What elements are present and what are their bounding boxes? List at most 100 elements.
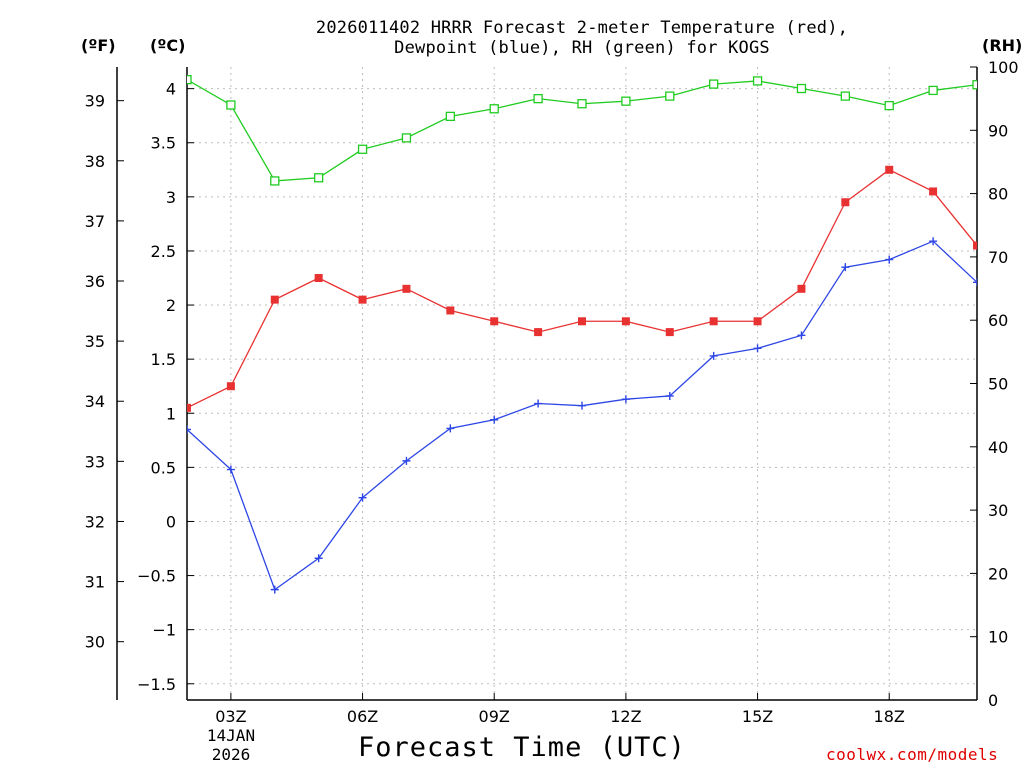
temperature-series [187,165,977,412]
rh-series [187,75,977,186]
dewpoint-point [446,424,455,433]
temperature-point [490,317,499,326]
credit-link[interactable]: coolwx.com/models [826,745,999,764]
dewpoint-point [270,585,279,594]
fahrenheit-tick-label: 34 [85,392,105,411]
celsius-tick-label: 3.5 [151,134,176,153]
dewpoint-point [578,401,586,410]
temperature-point [187,403,191,412]
temperature-point [402,284,411,293]
celsius-tick-label: −1.5 [137,675,176,694]
rh-point [533,94,543,104]
celsius-tick-label: 4 [166,80,176,99]
temperature-point [621,317,630,326]
rh-tick-label: 100 [988,58,1019,77]
temperature-point [534,328,543,337]
rh-tick-label: 50 [988,375,1008,394]
dewpoint-point [885,255,894,264]
rh-point [357,144,368,154]
temperature-point [314,274,323,282]
temperature-point [270,295,279,304]
temperature-point [973,241,977,250]
celsius-tick-label: 1 [166,404,176,423]
fahrenheit-tick-label: 30 [85,633,105,652]
fahrenheit-tick-label: 39 [85,92,105,111]
dewpoint-point [226,465,235,474]
x-tick-label: 15Z [742,707,773,726]
temperature-point [226,382,235,391]
dewpoint-point [665,391,674,400]
rh-tick-label: 10 [988,628,1008,647]
x-axis-title: Forecast Time (UTC) [358,732,686,763]
rh-point [752,76,763,86]
rh-point [577,99,587,109]
axes [116,67,978,701]
fahrenheit-axis-unit: (ºF) [81,36,116,55]
celsius-tick-label: −0.5 [137,567,176,586]
x-tick-label: 18Z [874,707,905,726]
data-series [187,75,977,594]
temperature-point [709,317,718,326]
rh-point [928,85,938,96]
dewpoint-point [929,237,938,246]
x-tick-label: 06Z [347,707,378,726]
x-tick-label: 12Z [610,707,641,726]
rh-point [314,173,324,183]
celsius-tick-label: 0 [166,512,176,531]
fahrenheit-tick-label: 36 [85,272,105,291]
dewpoint-point [187,425,191,434]
celsius-tick-label: 1.5 [151,350,176,369]
rh-point [796,83,807,94]
fahrenheit-tick-label: 31 [85,573,105,592]
rh-tick-label: 20 [988,564,1008,583]
celsius-tick-label: 2.5 [151,242,176,261]
tick-marks-and-labels: −1.5 −1 −0.5 0 0.5 1 1.5 2 2.5 3 3.5 4 30 31 32 33 34 35 3… [85,58,1019,726]
celsius-tick-label: 3 [166,188,176,207]
temperature-point [797,284,806,293]
fahrenheit-tick-label: 37 [85,212,105,231]
dewpoint-point [402,456,411,465]
chart-title-line-2: Dewpoint (blue), RH (green) for KOGS [394,38,770,58]
rh-point [709,79,719,89]
dewpoint-point [797,331,806,340]
rh-point [445,111,455,122]
dewpoint-point [621,395,630,404]
dewpoint-point [973,278,977,287]
temperature-point [578,317,586,326]
rh-tick-label: 70 [988,248,1008,267]
rh-tick-label: 0 [988,691,998,710]
temperature-point [665,328,674,337]
rh-point [665,91,675,101]
fahrenheit-tick-label: 33 [85,452,105,471]
x-tick-label: 03Z [215,707,246,726]
rh-point [489,104,499,114]
temperature-point [841,198,850,207]
rh-point [621,96,631,106]
fahrenheit-tick-label: 32 [85,512,105,531]
dewpoint-point [358,493,367,502]
celsius-tick-label: 2 [166,296,176,315]
rh-tick-label: 80 [988,185,1008,204]
dewpoint-series [187,237,977,594]
temperature-point [885,165,894,174]
dewpoint-line [187,240,977,591]
dewpoint-point [534,399,543,408]
dewpoint-point [841,263,850,272]
rh-line [187,79,977,182]
celsius-tick-label: 0.5 [151,458,176,477]
rh-point [187,75,192,85]
rh-point [226,100,236,110]
rh-point [972,80,977,90]
rh-point [270,176,280,186]
x-tick-label: 09Z [479,707,510,726]
rh-tick-label: 90 [988,121,1008,140]
temperature-point [358,295,367,304]
fahrenheit-tick-label: 38 [85,152,105,171]
grid-lines [187,67,977,700]
date-year-label: 2026 [211,745,251,764]
rh-tick-label: 40 [988,438,1008,457]
rh-tick-label: 60 [988,311,1008,330]
dewpoint-point [490,415,499,424]
temperature-point [929,187,938,196]
